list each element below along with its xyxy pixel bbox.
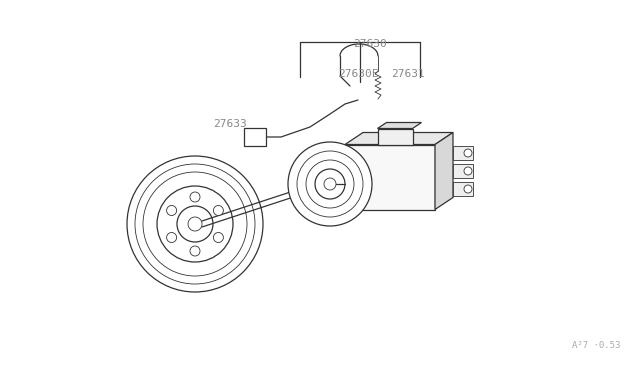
Text: 27633: 27633	[213, 119, 247, 129]
Circle shape	[288, 142, 372, 226]
Circle shape	[464, 167, 472, 175]
Text: A²7 ⋅0.53: A²7 ⋅0.53	[572, 341, 620, 350]
Circle shape	[297, 151, 363, 217]
Polygon shape	[378, 122, 422, 128]
Circle shape	[143, 172, 247, 276]
FancyBboxPatch shape	[327, 151, 345, 171]
FancyBboxPatch shape	[244, 128, 266, 146]
Circle shape	[464, 185, 472, 193]
FancyBboxPatch shape	[378, 128, 413, 144]
Text: 27630E: 27630E	[338, 69, 378, 79]
FancyBboxPatch shape	[330, 185, 345, 201]
Circle shape	[332, 157, 340, 165]
Text: 27630: 27630	[353, 39, 387, 49]
FancyBboxPatch shape	[453, 146, 473, 160]
FancyBboxPatch shape	[345, 144, 435, 209]
Polygon shape	[345, 132, 453, 144]
Circle shape	[127, 156, 263, 292]
Circle shape	[177, 206, 213, 242]
Circle shape	[188, 217, 202, 231]
Circle shape	[306, 160, 354, 208]
Text: 27631: 27631	[391, 69, 425, 79]
Circle shape	[213, 205, 223, 215]
Circle shape	[315, 169, 345, 199]
Polygon shape	[435, 132, 453, 209]
Circle shape	[213, 232, 223, 243]
Circle shape	[190, 192, 200, 202]
Circle shape	[166, 205, 177, 215]
Circle shape	[190, 246, 200, 256]
Circle shape	[157, 186, 233, 262]
Circle shape	[464, 149, 472, 157]
FancyBboxPatch shape	[453, 164, 473, 178]
Circle shape	[334, 189, 342, 197]
FancyBboxPatch shape	[453, 182, 473, 196]
Circle shape	[324, 178, 336, 190]
Circle shape	[166, 232, 177, 243]
Circle shape	[135, 164, 255, 284]
